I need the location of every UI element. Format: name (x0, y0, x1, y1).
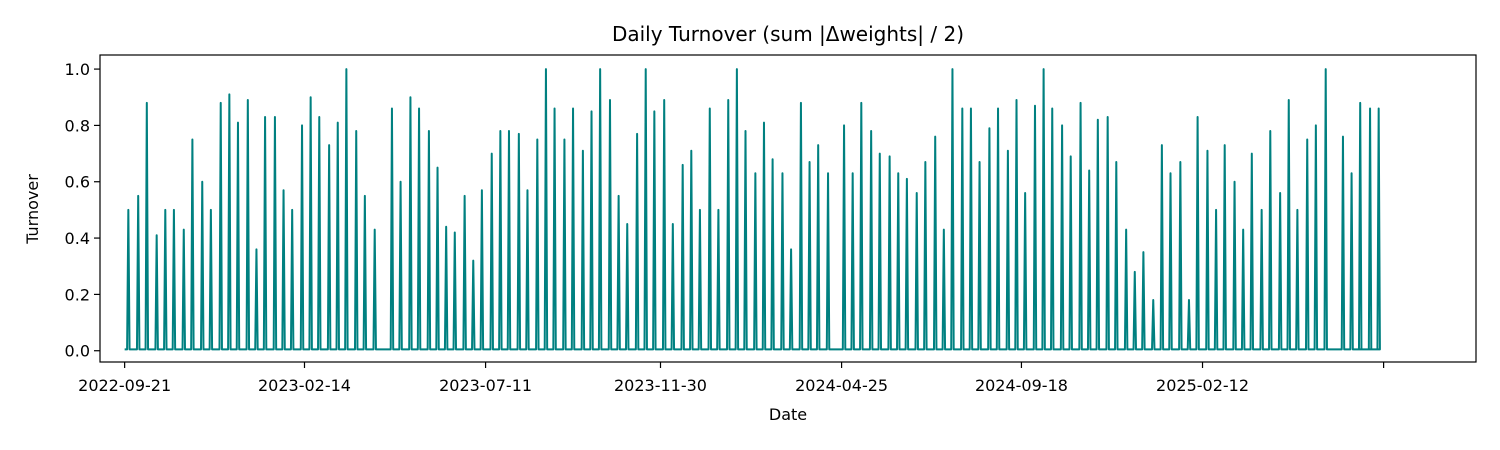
turnover-series-line (124, 68, 1381, 351)
chart-title: Daily Turnover (sum |Δweights| / 2) (612, 22, 964, 46)
y-tick-label: 0.4 (65, 229, 90, 248)
x-tick-label: 2023-11-30 (614, 376, 707, 395)
y-tick-label: 0.6 (65, 173, 90, 192)
y-tick-label: 0.2 (65, 285, 90, 304)
plot-frame (99, 54, 1477, 363)
x-tick-label: 2024-09-18 (975, 376, 1068, 395)
x-tick-label: 2024-04-25 (795, 376, 888, 395)
x-tick-label: 2025-02-12 (1156, 376, 1249, 395)
x-tick-label: 2023-07-11 (439, 376, 532, 395)
y-tick-label: 0.8 (65, 116, 90, 135)
x-tick-label: 2022-09-21 (78, 376, 171, 395)
y-tick-label: 0.0 (65, 342, 90, 361)
y-axis-label: Turnover (23, 174, 42, 245)
plot-area (124, 68, 1381, 351)
x-tick-label: 2023-02-14 (258, 376, 351, 395)
y-axis: 0.0 0.2 0.4 0.6 0.8 1.0 (65, 60, 100, 361)
x-axis: 2022-09-21 2023-02-14 2023-07-11 2023-11-30… (78, 362, 1385, 395)
y-tick-label: 1.0 (65, 60, 90, 79)
x-axis-label: Date (769, 405, 807, 424)
